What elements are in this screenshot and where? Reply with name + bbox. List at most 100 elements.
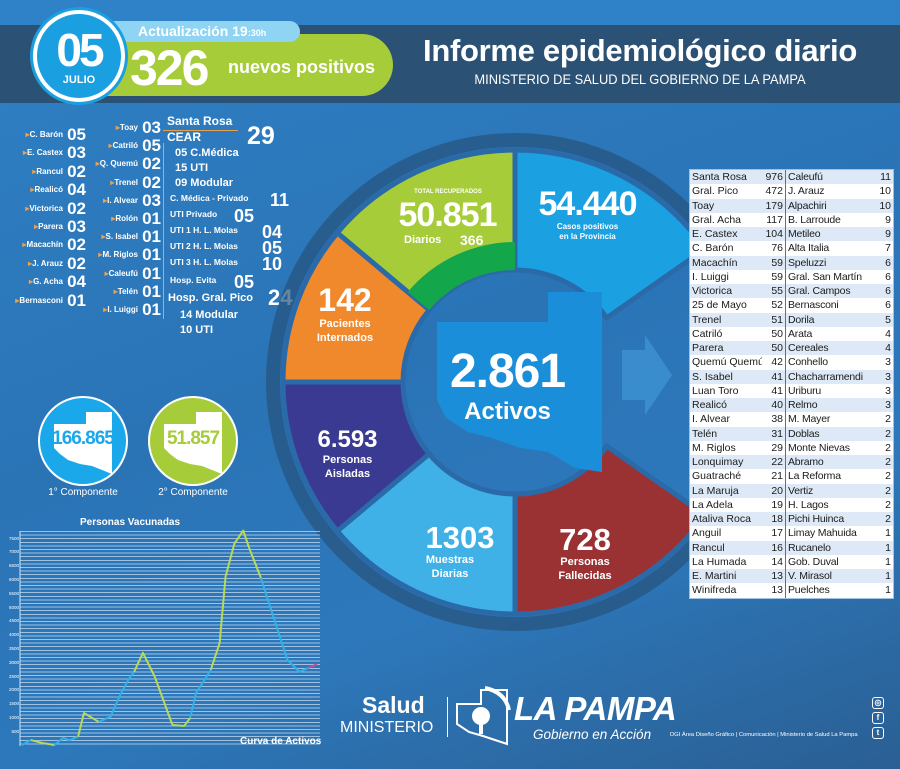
cell-value: 40 (762, 398, 786, 413)
cell-locality: J. Arauz (788, 185, 825, 198)
cell-value: 472 (762, 184, 786, 199)
arrow-right-icon (622, 335, 672, 415)
cell-value: 1 (885, 541, 891, 554)
cell-value: 5 (885, 313, 891, 326)
cell-value: 2 (885, 427, 891, 440)
ministerio-logo-text: MINISTERIO (340, 719, 434, 736)
page-title: Informe epidemiológico diario (423, 33, 857, 68)
table-row: I. Luiggi 59 Gral. San Martín 6 (690, 269, 893, 284)
santa-rosa-item-label: UTI 1 H. L. Molas (170, 225, 239, 235)
cell-locality: Macachín (692, 256, 738, 269)
internados-value: 142 (318, 282, 372, 318)
cell-value: 50 (762, 326, 786, 341)
cell-value: 3 (885, 356, 891, 369)
cell-locality: Guatraché (692, 470, 742, 483)
chart-annotation: Curva de Activos (240, 736, 322, 747)
table-row: E. Castex 104 Metileo 9 (690, 227, 893, 242)
santa-rosa-item-value: 05 (234, 272, 255, 292)
new-positives-label: nuevos positivos (228, 57, 376, 77)
cell-locality: Chacharramendi (788, 370, 863, 383)
table-row: Parera 50 Cereales 4 (690, 341, 893, 356)
cear-value: 29 (247, 122, 275, 150)
locality-value: 01 (142, 245, 161, 265)
cell-value: 20 (762, 483, 786, 498)
chart-title: Personas Vacunadas (80, 517, 181, 528)
y-tick-label: 4000 (8, 632, 19, 638)
cell-value: 4 (885, 342, 891, 354)
muestras-label: Muestras (425, 554, 475, 566)
cell-locality: E. Castex (692, 228, 738, 240)
cell-value: 55 (762, 284, 786, 299)
table-row: C. Barón 76 Alta Italia 7 (690, 241, 893, 256)
internados-label: Pacientes (319, 318, 371, 330)
locality-value: 04 (67, 180, 86, 200)
santa-rosa-item-value: 10 (262, 254, 283, 274)
credit-text: DGI Área Diseño Gráfico | Comunicación |… (670, 732, 858, 738)
page-subtitle: MINISTERIO DE SALUD DEL GOBIERNO DE LA P… (474, 71, 806, 87)
y-tick-label: 3500 (8, 645, 19, 651)
fallecidos-label: Fallecidas (558, 570, 612, 582)
cell-locality: Rucanelo (788, 541, 831, 554)
locality-value: 01 (67, 290, 86, 310)
cell-value: 21 (762, 469, 786, 484)
cell-locality: Quemú Quemú (692, 356, 762, 369)
table-row: Realicó 40 Relmo 3 (690, 398, 893, 413)
cell-locality: I. Luiggi (692, 270, 729, 283)
locality-value: 03 (142, 118, 161, 137)
positivos-label: Casos positivos (556, 222, 619, 231)
cell-value: 3 (885, 384, 891, 397)
locality-value: 01 (142, 227, 161, 247)
cell-value: 3 (885, 399, 891, 411)
cell-locality: Speluzzi (788, 256, 827, 269)
recuperados-daily-value: 366 (460, 232, 484, 248)
y-tick-label: 7000 (8, 549, 19, 555)
instagram-icon[interactable]: ◎ (872, 697, 884, 709)
cell-locality: Catriló (692, 327, 723, 340)
cell-value: 31 (762, 426, 786, 441)
cell-locality: La Adela (692, 498, 733, 511)
table-row: 25 de Mayo 52 Bernasconi 6 (690, 298, 893, 313)
date-month: JULIO (62, 74, 96, 86)
twitter-icon[interactable]: t (872, 727, 884, 739)
santa-rosa-title: Santa Rosa (167, 114, 233, 128)
cell-value: 6 (885, 270, 891, 283)
y-tick-label: 6500 (8, 563, 19, 569)
pico-breakdown: 10 UTI (180, 324, 214, 336)
santa-rosa-item-label: UTI 2 H. L. Molas (170, 241, 239, 251)
cell-locality: Trenel (692, 313, 722, 326)
cell-value: 1 (885, 584, 891, 597)
cell-locality: S. Isabel (692, 370, 733, 383)
la-pampa-map (437, 292, 602, 472)
cell-locality: V. Mirasol (788, 570, 832, 582)
cell-value: 18 (762, 512, 786, 527)
cear-label: CEAR (167, 130, 202, 144)
pico-breakdown: 14 Modular (180, 309, 239, 321)
locality-value: 05 (142, 136, 161, 156)
cell-locality: Rancul (692, 541, 725, 554)
fallecidos-label: Personas (560, 556, 610, 568)
cell-locality: La Humada (692, 555, 747, 568)
cell-locality: Parera (692, 342, 724, 354)
cell-locality: Bernasconi (788, 299, 839, 312)
locality-name: J. Arauz (28, 255, 63, 273)
table-row: Ataliva Roca 18 Pichi Huinca 2 (690, 512, 893, 527)
positivos-value: 54.440 (538, 185, 638, 223)
cell-value: 6 (885, 285, 891, 297)
table-row: Anguil 17 Limay Mahuida 1 (690, 526, 893, 541)
locality-value: 02 (67, 161, 86, 181)
cell-value: 9 (885, 213, 891, 226)
facebook-icon[interactable]: f (872, 712, 884, 724)
cell-value: 76 (762, 241, 786, 256)
date-day: 05 (56, 24, 104, 76)
locality-name: Rancul (32, 163, 63, 181)
y-tick-label: 2000 (8, 687, 19, 693)
cell-value: 3 (885, 370, 891, 383)
cell-locality: Monte Nievas (788, 441, 850, 454)
santa-rosa-item-label: UTI Privado (170, 209, 218, 219)
